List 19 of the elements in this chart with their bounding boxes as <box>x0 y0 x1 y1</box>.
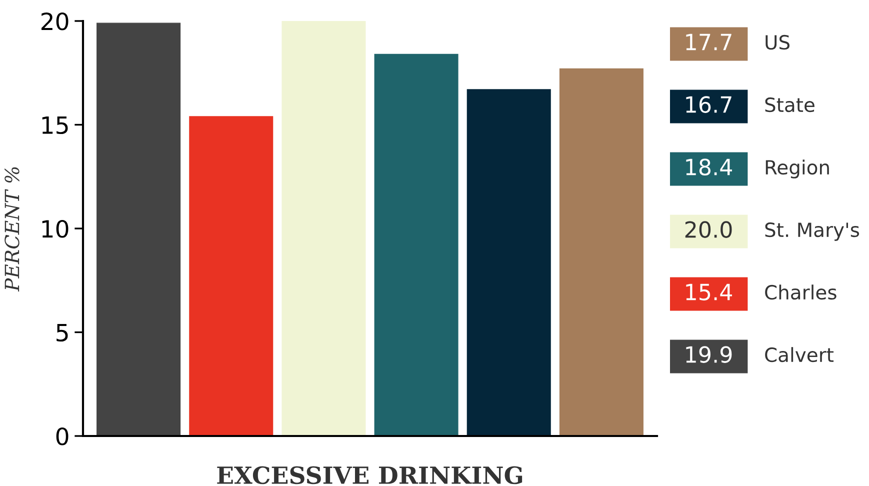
legend-label: US <box>766 34 790 50</box>
y-tick-label: 5 <box>56 324 68 342</box>
text: 20.0 <box>685 221 732 238</box>
x-axis-title: EXCESSIVE DRINKING <box>217 466 522 484</box>
text: 15.4 <box>686 284 732 300</box>
legend-label: Charles <box>765 284 836 300</box>
y-tick-label: 10 <box>42 220 68 238</box>
y-tick-label: 0 <box>56 427 68 446</box>
legend-label: State <box>765 97 814 112</box>
text: 18.4 <box>686 158 732 176</box>
legend-label: Region <box>766 160 829 178</box>
text: 16.7 <box>686 96 732 113</box>
legend-label: St. Mary's <box>765 222 860 241</box>
y-tick-label: 20 <box>41 12 68 30</box>
y-tick-label: 15 <box>42 116 68 134</box>
y-axis-title: PERCENT % <box>4 167 20 292</box>
legend-label: Calvert <box>765 347 834 362</box>
text: 17.7 <box>686 34 732 50</box>
text: 19.9 <box>686 346 732 363</box>
